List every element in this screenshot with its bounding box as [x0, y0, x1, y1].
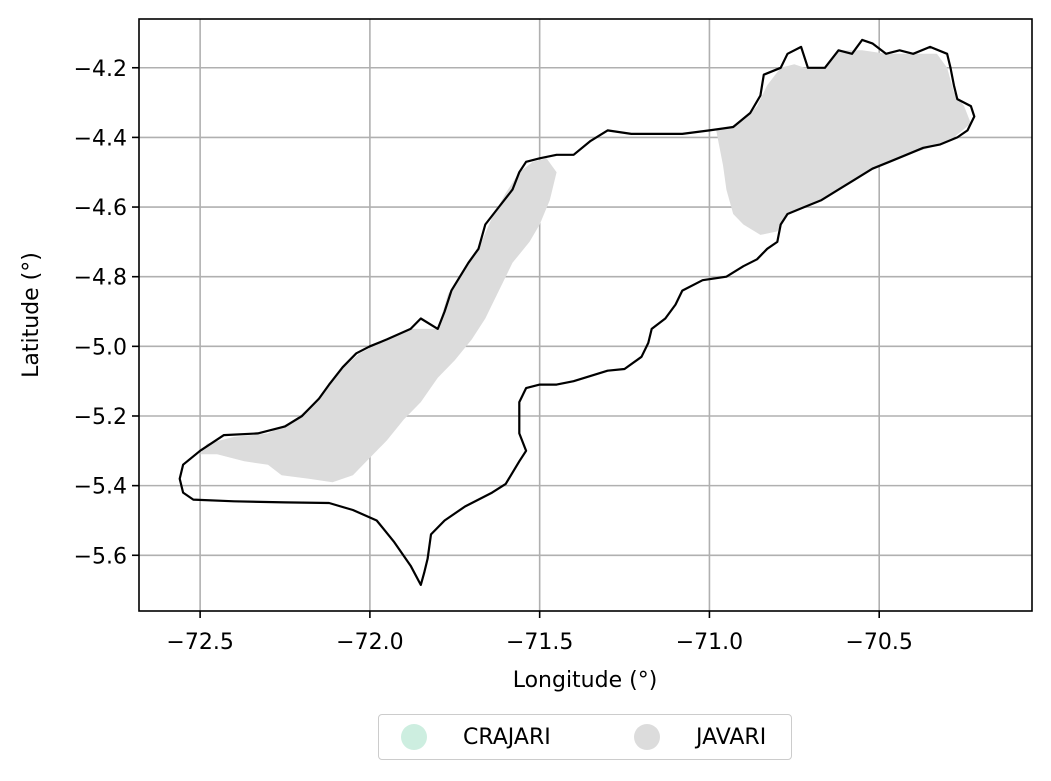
- plot-frame: [138, 18, 1033, 612]
- x-tick-label-0: −72.5: [166, 630, 233, 655]
- boundary-outline: [178, 38, 976, 586]
- y-tick-label-3: −4.8: [74, 266, 127, 291]
- y-axis-label: Latitude (°): [19, 252, 44, 378]
- y-tick-label-1: −4.4: [74, 126, 127, 151]
- legend-label-crajari: CRAJARI: [463, 724, 551, 750]
- y-tick-label-6: −5.4: [74, 475, 127, 500]
- javari-fill-northeast: [716, 50, 971, 235]
- y-tick-label-4: −5.0: [74, 335, 127, 360]
- x-axis-ticks: −72.5 −72.0 −71.5 −71.0 −70.5: [166, 611, 913, 655]
- x-tick-label-2: −71.5: [506, 630, 573, 655]
- x-axis-label: Longitude (°): [513, 668, 658, 693]
- x-tick-label-3: −71.0: [676, 630, 743, 655]
- legend-label-javari: JAVARI: [696, 724, 767, 750]
- javari-territory-fill: [200, 50, 971, 483]
- y-axis-ticks: −4.2 −4.4 −4.6 −4.8 −5.0 −5.2 −5.4 −5.6: [74, 57, 139, 569]
- legend-entry-javari: JAVARI: [634, 715, 766, 759]
- y-tick-label-7: −5.6: [74, 544, 127, 569]
- legend-marker-crajari-icon: [401, 724, 427, 750]
- javari-fill-southwest: [200, 158, 557, 483]
- x-tick-label-4: −70.5: [845, 630, 912, 655]
- y-tick-label-0: −4.2: [74, 57, 127, 82]
- y-tick-label-5: −5.2: [74, 405, 127, 430]
- x-tick-label-1: −72.0: [336, 630, 403, 655]
- legend: CRAJARI JAVARI: [378, 714, 792, 760]
- legend-marker-javari-icon: [634, 724, 660, 750]
- grid-lines: [139, 19, 1032, 611]
- territory-boundary: [178, 38, 976, 586]
- legend-entry-crajari: CRAJARI: [401, 715, 551, 759]
- y-tick-label-2: −4.6: [74, 196, 127, 221]
